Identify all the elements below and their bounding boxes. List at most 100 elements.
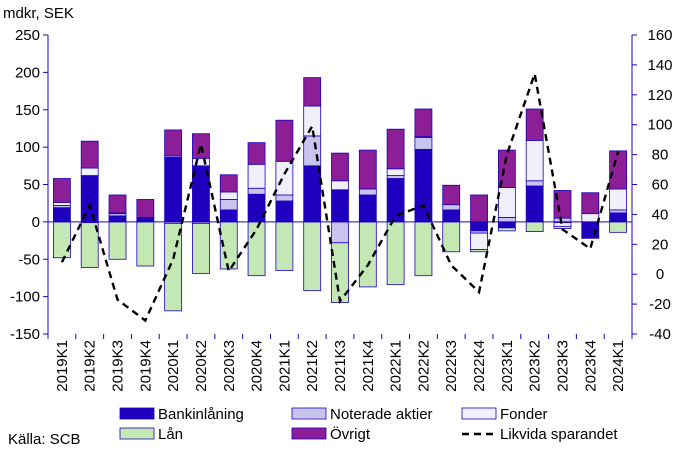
legend-swatch-bankinlaning	[119, 407, 155, 420]
bar-lan-2020K2	[192, 222, 210, 274]
bar-lan-2021K2	[303, 221, 322, 292]
bar-fonder-2023K4	[581, 213, 600, 223]
bar-ovrigt-2022K1	[386, 128, 405, 170]
bar-bankinlaning-2020K4	[247, 193, 266, 223]
bar-lan-2020K1	[164, 222, 183, 312]
bar-ovrigt-2019K2	[80, 140, 99, 169]
bar-lan-2023K4	[581, 237, 600, 239]
bar-fonder-2019K1	[53, 202, 71, 206]
legend-label-fonder: Fonder	[500, 406, 548, 423]
bar-bankinlaning-2020K1	[164, 156, 183, 223]
bar-lan-2022K4	[470, 249, 488, 253]
bar-bankinlaning-2022K2	[414, 148, 433, 223]
bar-fonder-2024K1	[609, 188, 627, 211]
x-tick-label-2019K2: 2019K2	[82, 340, 99, 392]
right-tick-label: 0	[656, 266, 664, 283]
legend-swatch-noterade-aktier	[291, 407, 327, 420]
line-layer	[60, 69, 620, 323]
x-tick-label-2021K3: 2021K3	[332, 340, 349, 392]
left-tick-label: -100	[10, 289, 40, 306]
right-tick-label: -20	[649, 296, 671, 313]
bar-bankinlaning-2019K3	[108, 215, 127, 223]
bar-lan-2019K3	[108, 221, 127, 260]
x-tick-label-2020K4: 2020K4	[249, 340, 266, 392]
bar-bankinlaning-2022K3	[442, 209, 461, 223]
bar-lan-2019K4	[136, 221, 155, 267]
x-tick-label-2023K1: 2023K1	[499, 340, 516, 392]
legend-label-lan: Lån	[158, 426, 183, 443]
bar-noterade-aktier-2021K4	[358, 188, 377, 196]
x-tick-label-2022K4: 2022K4	[471, 340, 488, 392]
bar-noterade-aktier-2023K3	[553, 217, 572, 223]
bar-ovrigt-2022K2	[414, 108, 433, 138]
bar-ovrigt-2021K4	[358, 149, 377, 190]
bar-fonder-2020K3	[219, 191, 238, 200]
x-tick-label-2021K1: 2021K1	[276, 340, 293, 392]
bar-bankinlaning-2024K1	[609, 212, 627, 223]
bar-ovrigt-2022K4	[470, 194, 488, 223]
bar-fonder-2021K3	[331, 180, 349, 191]
x-tick-label-2022K3: 2022K3	[443, 340, 460, 392]
bar-noterade-aktier-2022K3	[442, 204, 461, 211]
x-tick-label-2020K2: 2020K2	[193, 340, 210, 392]
bar-ovrigt-2021K2	[303, 77, 322, 107]
left-tick-label: 100	[15, 139, 40, 156]
bar-ovrigt-2019K3	[108, 194, 127, 214]
bar-noterade-aktier-2022K2	[414, 137, 433, 150]
bar-bankinlaning-2019K4	[136, 217, 155, 223]
x-tick-label-2019K4: 2019K4	[137, 340, 154, 392]
bar-ovrigt-2019K4	[136, 199, 155, 218]
x-tick-label-2023K3: 2023K3	[554, 340, 571, 392]
bar-fonder-2023K2	[525, 139, 544, 182]
bar-lan-2022K1	[386, 221, 405, 286]
legend-label-noterade-aktier: Noterade aktier	[330, 406, 433, 423]
unit-label: mdkr, SEK	[3, 5, 74, 22]
x-tick-label-2023K2: 2023K2	[527, 340, 544, 392]
bar-ovrigt-2021K3	[331, 152, 349, 182]
bar-ovrigt-2024K1	[609, 150, 627, 190]
right-tick-label: 80	[652, 147, 669, 164]
bar-bankinlaning-2020K3	[219, 209, 238, 223]
bar-fonder-2023K1	[497, 187, 516, 218]
x-tick-label-2019K3: 2019K3	[110, 340, 127, 392]
legend-swatch-lan	[119, 427, 155, 440]
source-label: Källa: SCB	[8, 431, 81, 448]
legend-swatch-fonder	[461, 407, 497, 420]
right-tick-label: -40	[649, 326, 671, 343]
legend-label-bankinlaning: Bankinlåning	[158, 406, 244, 423]
bar-ovrigt-2020K3	[219, 174, 238, 193]
x-tick-label-2024K1: 2024K1	[610, 340, 627, 392]
bar-ovrigt-2020K4	[247, 142, 266, 165]
left-tick-label: 250	[15, 27, 40, 44]
legend-label-likvida-sparandet: Likvida sparandet	[500, 426, 618, 443]
bar-lan-2023K2	[525, 221, 544, 233]
bar-noterade-aktier-2024K1	[609, 209, 627, 214]
bar-bankinlaning-2021K2	[303, 165, 322, 223]
bar-bankinlaning-2022K4	[470, 221, 488, 232]
y-axis-right: -40 -20 0 20 40 60 80 100 120 140 160	[632, 27, 673, 343]
right-tick-label: 160	[647, 27, 672, 44]
bar-bankinlaning-2021K4	[358, 194, 377, 223]
bar-fonder-2019K2	[80, 167, 99, 176]
left-tick-label: 0	[32, 214, 40, 231]
legend: Bankinlåning Noterade aktier Fonder Lån Övri…	[119, 406, 618, 443]
bar-fonder-2022K1	[386, 168, 405, 176]
bar-bankinlaning-2022K1	[386, 178, 405, 223]
left-tick-label: -50	[18, 251, 40, 268]
bar-fonder-2020K4	[247, 163, 266, 189]
bar-bankinlaning-2019K1	[53, 207, 71, 223]
legend-swatch-ovrigt	[291, 427, 327, 440]
bar-lan-2024K1	[609, 221, 627, 233]
bar-noterade-aktier-2021K2	[303, 135, 322, 167]
bar-lan-2022K2	[414, 221, 433, 277]
bar-lan-2019K1	[53, 221, 71, 259]
bar-fonder-2021K1	[275, 160, 294, 196]
right-tick-label: 60	[652, 177, 669, 194]
bar-ovrigt-2023K4	[581, 192, 600, 215]
bar-lan-2023K1	[497, 227, 516, 232]
legend-label-ovrigt: Övrigt	[330, 425, 371, 443]
bar-ovrigt-2020K2	[192, 133, 210, 159]
left-tick-label: 50	[23, 177, 40, 194]
bar-ovrigt-2020K1	[164, 129, 183, 156]
x-tick-label-2022K1: 2022K1	[388, 340, 405, 392]
